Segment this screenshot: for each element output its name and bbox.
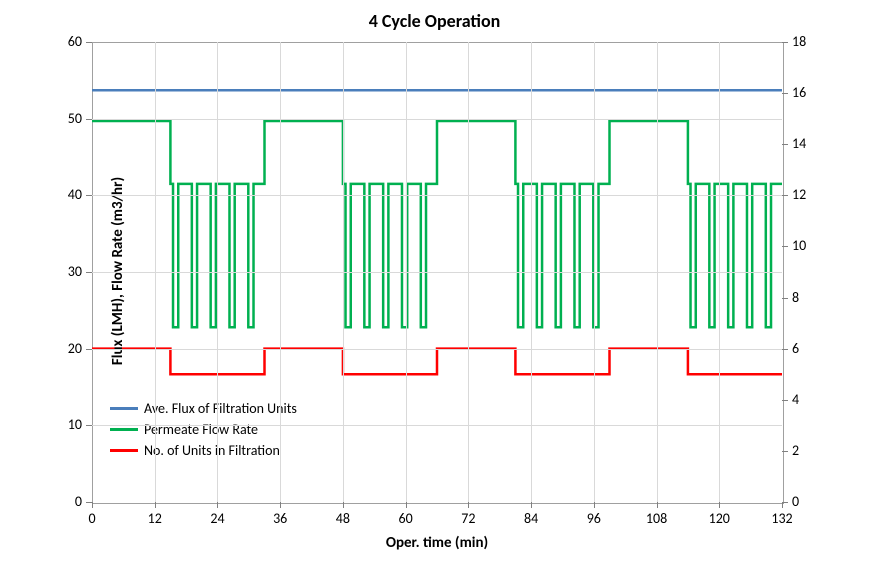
- y1-axis-label: Flux (LMH), Flow Rate (m3/hr): [109, 177, 127, 365]
- x-tick-label: 84: [511, 510, 551, 527]
- x-tick-label: 120: [699, 510, 739, 527]
- legend-item: No. of Units in Filtration: [110, 442, 297, 459]
- x-tick-label: 12: [135, 510, 175, 527]
- y1-tick-label: 20: [46, 340, 82, 357]
- legend-swatch: [110, 407, 138, 410]
- x-tick-label: 60: [386, 510, 426, 527]
- legend-item: Permeate Flow Rate: [110, 421, 297, 438]
- chart-container: 4 Cycle Operation Flux (LMH), Flow Rate …: [0, 0, 869, 576]
- y2-tick-label: 6: [792, 340, 828, 357]
- y1-tick-label: 60: [46, 33, 82, 50]
- x-tick-label: 96: [574, 510, 614, 527]
- y1-tick-label: 10: [46, 416, 82, 433]
- x-tick-label: 0: [72, 510, 112, 527]
- x-tick-label: 36: [260, 510, 300, 527]
- legend-item: Ave. Flux of Filtration Units: [110, 400, 297, 417]
- x-tick-label: 48: [323, 510, 363, 527]
- y2-tick-label: 12: [792, 186, 828, 203]
- x-tick-label: 132: [762, 510, 802, 527]
- legend: Ave. Flux of Filtration Units Permeate Fl…: [110, 400, 297, 463]
- y2-tick-label: 2: [792, 442, 828, 459]
- y2-tick-label: 18: [792, 33, 828, 50]
- y1-tick-label: 50: [46, 110, 82, 127]
- y1-tick-label: 40: [46, 186, 82, 203]
- legend-label: Permeate Flow Rate: [144, 421, 258, 438]
- x-tick-label: 108: [637, 510, 677, 527]
- chart-title: 4 Cycle Operation: [0, 10, 869, 32]
- y2-tick-label: 16: [792, 84, 828, 101]
- y2-tick-label: 8: [792, 289, 828, 306]
- x-tick-label: 24: [197, 510, 237, 527]
- y2-tick-label: 0: [792, 493, 828, 510]
- y1-tick-label: 30: [46, 263, 82, 280]
- y2-tick-label: 4: [792, 391, 828, 408]
- legend-label: Ave. Flux of Filtration Units: [144, 400, 297, 417]
- y2-tick-label: 10: [792, 237, 828, 254]
- y1-tick-label: 0: [46, 493, 82, 510]
- x-tick-label: 72: [448, 510, 488, 527]
- y2-tick-label: 14: [792, 135, 828, 152]
- legend-swatch: [110, 428, 138, 431]
- x-axis-label: Oper. time (min): [92, 534, 782, 552]
- legend-swatch: [110, 449, 138, 452]
- legend-label: No. of Units in Filtration: [144, 442, 280, 459]
